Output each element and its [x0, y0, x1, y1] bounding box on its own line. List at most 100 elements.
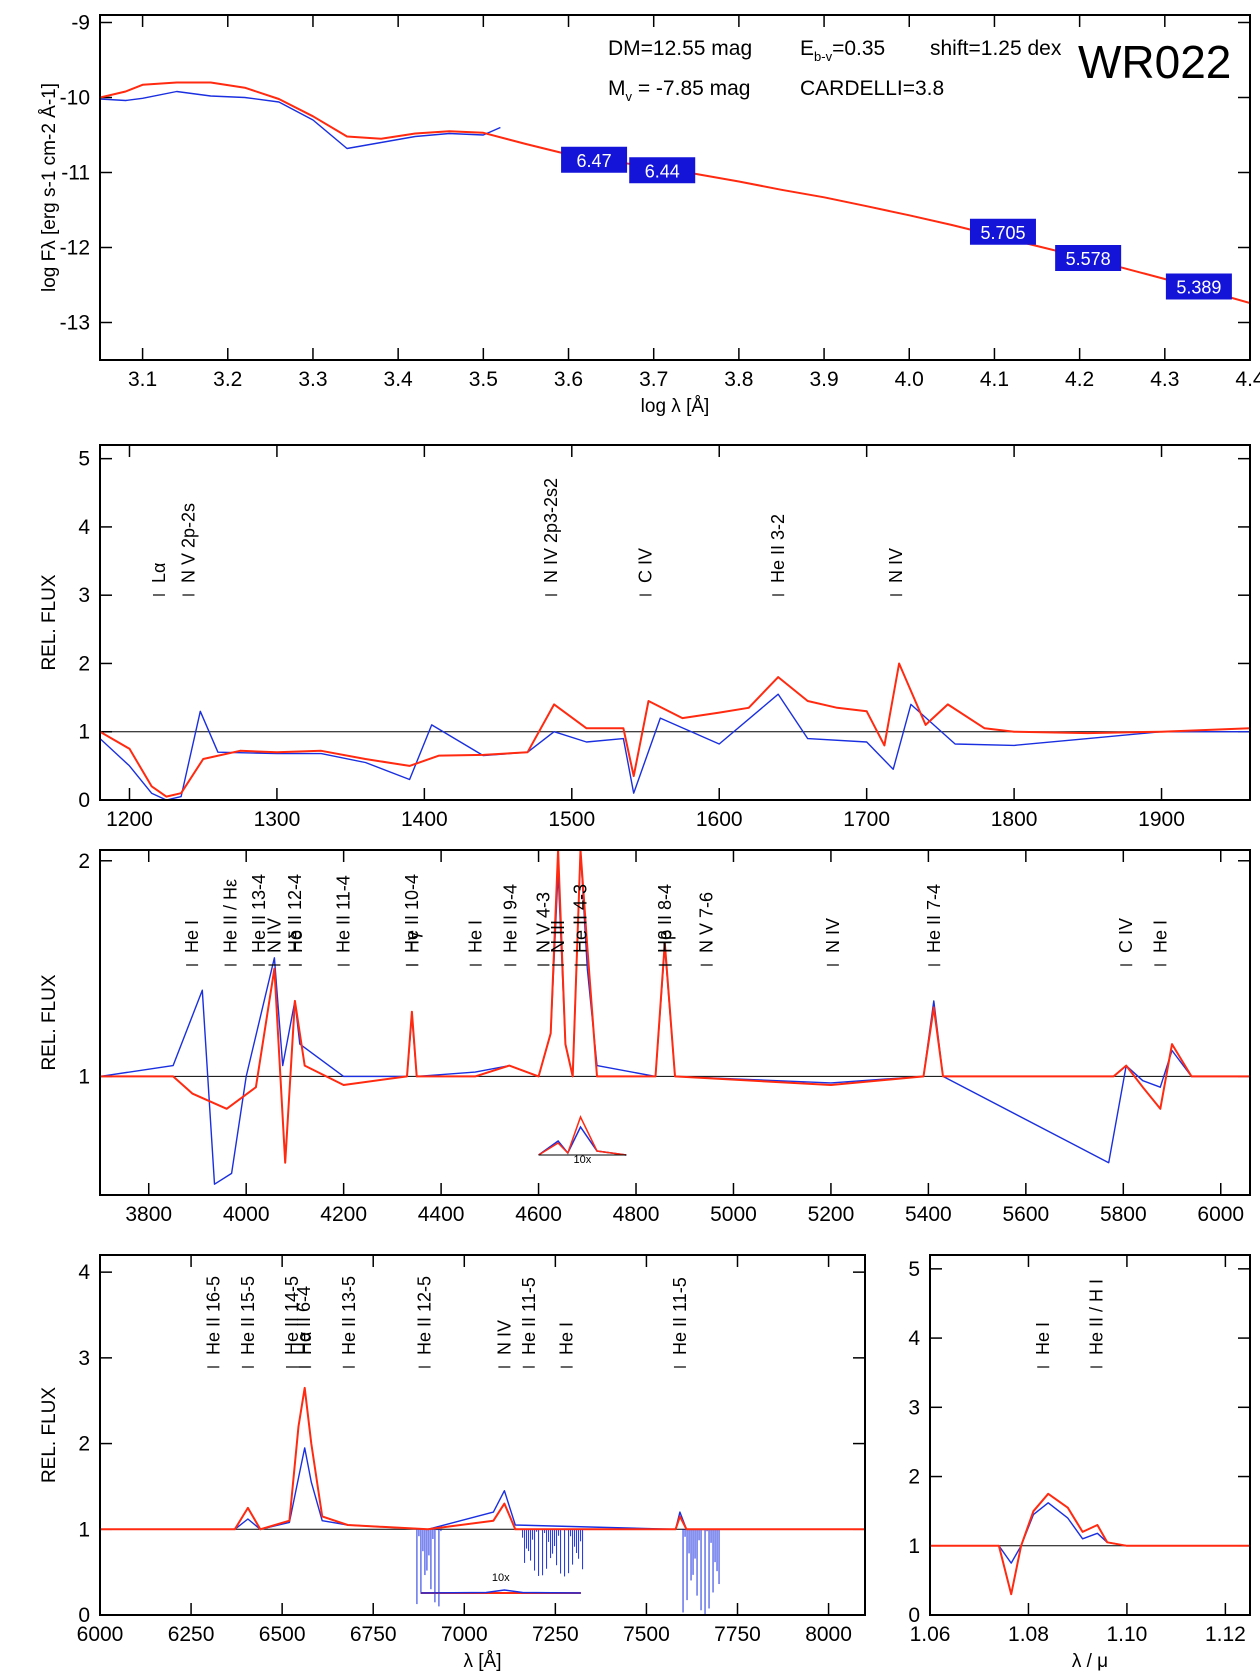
- ebv-symbol: E: [800, 37, 814, 60]
- x-tick-label: 6250: [168, 1623, 215, 1646]
- extinction-label: Eb-v=0.35: [800, 37, 885, 64]
- photometry-label: 5.389: [1176, 278, 1221, 298]
- photometry-label: 5.705: [980, 223, 1025, 243]
- line-id-label: N V 2p-2s: [178, 503, 198, 583]
- x-tick-label: 5000: [710, 1203, 757, 1226]
- y-tick-label: 2: [78, 1433, 90, 1456]
- x-tick-label: 1.06: [910, 1623, 951, 1646]
- x-tick-label: 3.9: [809, 368, 838, 391]
- line-id-label: Hβ: [656, 930, 676, 953]
- x-tick-label: 4.2: [1065, 368, 1094, 391]
- line-id-label: Hγ: [402, 931, 422, 953]
- observed-spectrum: [100, 1447, 865, 1531]
- photometry-label: 6.47: [577, 151, 612, 171]
- line-id-label: He II 14-5: [282, 1276, 302, 1355]
- line-id-label: He II / Hε: [221, 879, 241, 953]
- y-tick-label: 1: [908, 1535, 920, 1558]
- x-tick-label: 3.8: [724, 368, 753, 391]
- ebv-value: =0.35: [832, 37, 885, 60]
- x-tick-label: 4400: [418, 1203, 465, 1226]
- panel-uv: 1200 1300 1400 1500 1600 1700 1800 1900 0 1 2 3 4 5 Lα…: [39, 444, 1251, 831]
- photometry-label: 6.44: [645, 161, 680, 181]
- x-tick-label: 6500: [259, 1623, 306, 1646]
- x-tick-label: 4.4: [1235, 368, 1260, 391]
- y-tick-label: 1: [78, 721, 90, 744]
- y-tick-label: 2: [78, 652, 90, 675]
- line-id-label: He II 11-4: [334, 875, 354, 953]
- line-id-label: N III: [548, 920, 568, 953]
- x-tick-label: 6750: [350, 1623, 397, 1646]
- model-spectrum: [100, 1386, 865, 1531]
- y-tick-label: 3: [908, 1396, 920, 1419]
- observed-spectrum: [930, 1502, 1250, 1564]
- x-tick-label: 5600: [1002, 1203, 1049, 1226]
- y-tick-label: 1: [78, 1518, 90, 1541]
- observed-spectrum: [100, 693, 1250, 800]
- line-id-label: He II 13-5: [339, 1276, 359, 1355]
- mv-subscript: v: [626, 89, 633, 104]
- x-tick-label: 4600: [515, 1203, 562, 1226]
- y-tick-label: 4: [78, 516, 90, 539]
- line-id-label: C IV: [1116, 918, 1136, 953]
- line-id-label: N V 4-3: [533, 892, 553, 953]
- x-tick-label: 5400: [905, 1203, 952, 1226]
- x-axis-label: λ [Å]: [463, 1651, 501, 1672]
- panel-ir: 1.06 1.08 1.10 1.12 0 1 2 3 4 5 He I He II / H I λ /…: [908, 1254, 1251, 1672]
- line-id-label: He II 12-4: [285, 874, 305, 953]
- line-id-label: Hα: [295, 1332, 315, 1355]
- x-tick-label: 3.7: [639, 368, 668, 391]
- observed-spectrum: [100, 850, 1250, 1185]
- x-tick-label: 3.5: [469, 368, 498, 391]
- ebv-subscript: b-v: [814, 49, 833, 64]
- y-tick-label: 3: [78, 1347, 90, 1370]
- line-id-label: He II 4-3: [570, 884, 590, 953]
- shift-label: shift=1.25 dex: [930, 37, 1062, 60]
- line-id-label: C IV: [636, 548, 656, 583]
- photometry-label: 5.578: [1066, 249, 1111, 269]
- y-tick-label: 3: [78, 584, 90, 607]
- line-id-label: N IV: [264, 918, 284, 953]
- x-tick-label: 4200: [320, 1203, 367, 1226]
- line-id-label: N V 7-6: [697, 892, 717, 953]
- line-id-label: He II 9-4: [500, 884, 520, 953]
- line-id-label: He I: [466, 920, 486, 953]
- x-axis-label: λ / μ: [1072, 1651, 1108, 1672]
- y-axis-label: REL. FLUX: [39, 1387, 60, 1483]
- plot-frame: [99, 1254, 866, 1616]
- line-id-label: He II 7-4: [924, 884, 944, 953]
- panel-optical: 3800 4000 4200 4400 4600 4800 5000 5200 5400 5600…: [39, 849, 1251, 1226]
- mv-symbol: M: [608, 77, 626, 100]
- x-tick-label: 1700: [843, 808, 890, 831]
- x-tick-label: 3.1: [128, 368, 157, 391]
- distance-modulus-label: DM=12.55 mag: [608, 37, 752, 60]
- y-tick-label: 0: [908, 1604, 920, 1627]
- line-id-label: He I: [557, 1322, 577, 1355]
- x-tick-label: 3.4: [384, 368, 414, 391]
- line-id-label: He II / H I: [1086, 1279, 1106, 1355]
- model-spectrum: [100, 850, 1250, 1164]
- inset-label: 10x: [574, 1154, 592, 1166]
- plot-frame: [99, 14, 1251, 361]
- plot-area: [100, 850, 1250, 1185]
- y-axis-label: log Fλ [erg s-1 cm-2 Å-1]: [39, 83, 60, 292]
- plot-area: [100, 1386, 865, 1615]
- line-id-label: He II 11-5: [519, 1277, 539, 1355]
- x-tick-label: 6000: [1197, 1203, 1244, 1226]
- line-id-label: He II 6-4: [294, 1286, 314, 1355]
- line-id-label: N IV: [886, 548, 906, 583]
- line-id-label: He II 16-5: [203, 1276, 223, 1355]
- x-tick-label: 1800: [991, 808, 1038, 831]
- reddening-law-label: CARDELLI=3.8: [800, 77, 944, 100]
- y-tick-label: 4: [908, 1327, 920, 1350]
- line-id-label: He II 8-4: [655, 884, 675, 953]
- x-tick-label: 4000: [223, 1203, 270, 1226]
- inset-observed-line: [420, 1589, 581, 1594]
- y-tick-label: -11: [61, 162, 90, 185]
- line-id-label: He II 3-2: [768, 514, 788, 583]
- plot-area: [100, 662, 1250, 800]
- x-tick-label: 3.6: [554, 368, 583, 391]
- line-id-label: N IV 2p3-2s2: [541, 478, 561, 583]
- x-tick-label: 6000: [77, 1623, 124, 1646]
